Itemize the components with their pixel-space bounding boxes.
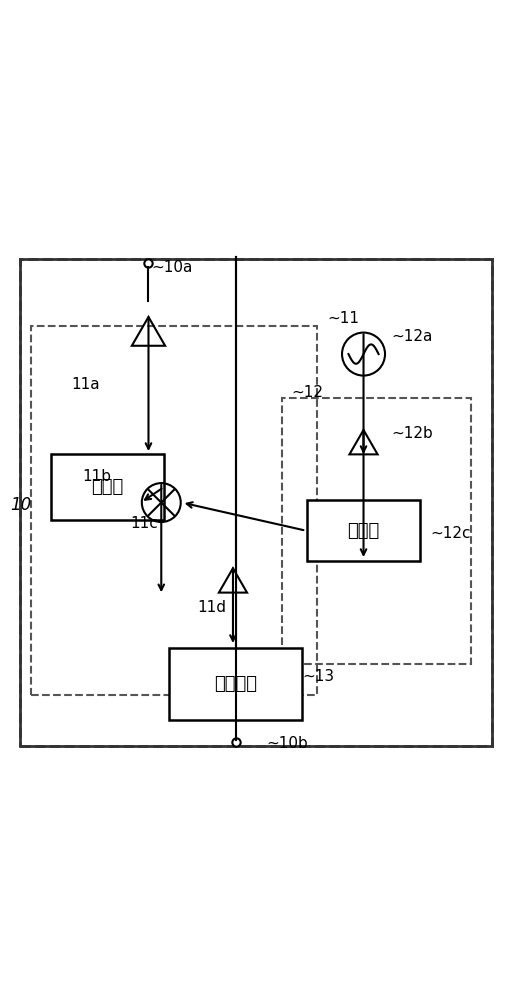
Text: ~11: ~11 (328, 311, 359, 326)
Text: ~10a: ~10a (151, 260, 193, 275)
Text: 濾波器: 濾波器 (92, 478, 123, 496)
Bar (31, 326, 317, 695)
Text: 分頻器: 分頻器 (348, 522, 379, 540)
Bar (51, 454, 164, 520)
Text: 10: 10 (10, 496, 32, 514)
Bar (169, 648, 302, 720)
Text: ~12: ~12 (292, 385, 324, 400)
Text: ~13: ~13 (302, 669, 334, 684)
Bar (307, 500, 420, 561)
Text: 11a: 11a (72, 377, 100, 392)
Text: 解調電路: 解調電路 (214, 675, 257, 693)
Text: ~12a: ~12a (392, 329, 433, 344)
Text: ~12c: ~12c (430, 526, 471, 541)
Text: 11b: 11b (82, 469, 111, 484)
Bar (282, 398, 471, 664)
Text: ~12b: ~12b (392, 426, 434, 441)
Text: 11d: 11d (197, 600, 226, 615)
Text: ~10b: ~10b (266, 736, 308, 751)
Text: 11c: 11c (131, 516, 158, 531)
